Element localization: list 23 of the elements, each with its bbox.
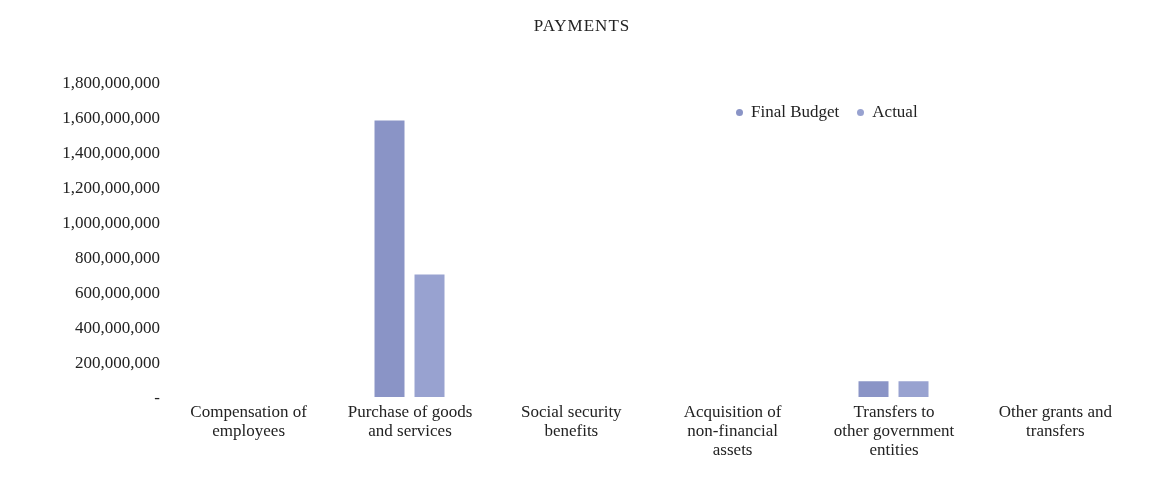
x-tick-label: Transfers to other government entities	[833, 402, 955, 459]
y-tick-label: 200,000,000	[75, 353, 160, 373]
bar	[898, 381, 929, 397]
legend-label: Final Budget	[751, 102, 840, 122]
y-tick-label: 400,000,000	[75, 318, 160, 338]
y-tick-label: 1,000,000,000	[62, 213, 160, 233]
x-tick-label: Compensation of employees	[190, 402, 308, 440]
y-tick-label: 1,600,000,000	[62, 108, 160, 128]
x-tick-label: Other grants and transfers	[998, 402, 1113, 440]
y-tick-label: 1,400,000,000	[62, 143, 160, 163]
y-tick-label: -	[154, 388, 161, 408]
x-tick-label: Purchase of goods and services	[347, 402, 473, 440]
y-tick-label: 600,000,000	[75, 283, 160, 303]
y-tick-label: 1,200,000,000	[62, 178, 160, 198]
bar	[414, 274, 445, 397]
x-tick-label: Social security benefits	[521, 402, 623, 440]
legend-label: Actual	[872, 102, 918, 122]
bar	[858, 381, 889, 397]
y-tick-label: 1,800,000,000	[62, 73, 160, 93]
chart-title: PAYMENTS	[532, 15, 632, 37]
y-tick-label: 800,000,000	[75, 248, 160, 268]
x-tick-label: Acquisition of non-financial assets	[683, 402, 782, 459]
bar	[374, 120, 405, 397]
